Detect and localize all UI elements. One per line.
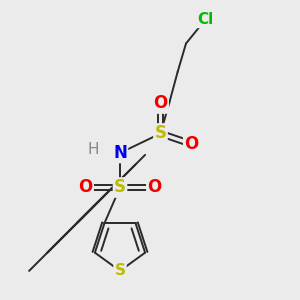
Text: O: O (153, 94, 168, 112)
Text: S: S (154, 124, 166, 142)
Text: S: S (115, 263, 125, 278)
Text: O: O (147, 178, 162, 196)
Text: H: H (87, 142, 99, 158)
Text: Cl: Cl (197, 12, 214, 27)
Text: O: O (184, 135, 199, 153)
Text: S: S (114, 178, 126, 196)
Text: O: O (78, 178, 93, 196)
Text: N: N (113, 144, 127, 162)
